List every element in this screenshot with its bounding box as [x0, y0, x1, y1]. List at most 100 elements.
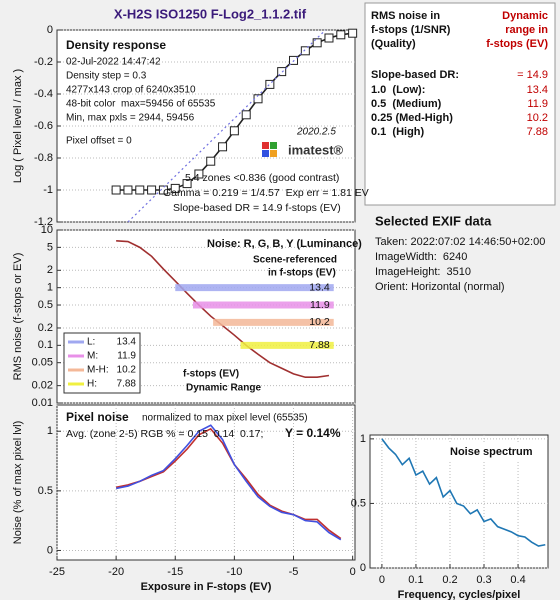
data-point [229, 126, 239, 136]
table-cell: 0.1 (High) [371, 126, 425, 138]
dr-table-box [364, 2, 556, 206]
info-line: Pixel offset = 0 [66, 136, 132, 147]
table-header: RMS noise in [371, 10, 440, 22]
info-line: 02-Jul-2022 14:47:42 [66, 57, 161, 68]
exif-line: ImageHeight: 3510 [375, 266, 471, 278]
table-header: (Quality) [371, 38, 416, 50]
table-cell: 0.5 (Medium) [371, 98, 442, 110]
info-line: Min, max pxls = 2944, 59456 [66, 113, 195, 124]
x-tick-label: -10 [226, 566, 242, 578]
version: 2020.2.5 [296, 127, 336, 138]
panel-title: Density response [66, 38, 166, 52]
data-point [265, 79, 275, 89]
plot-area [56, 404, 356, 561]
subtitle: normalized to max pixel level (65535) [142, 413, 308, 424]
legend-value: 7.88 [117, 379, 137, 390]
note: Scene-referenced [253, 255, 337, 266]
y-axis-label: Log ( Pixel level / max ) [12, 69, 24, 183]
logo-square [270, 142, 277, 149]
x-tick-label: 0 [350, 566, 356, 578]
x-tick-label: 0.1 [408, 574, 423, 586]
y-tick-label: 1 [47, 282, 53, 294]
data-point [300, 46, 310, 56]
data-point [324, 33, 334, 43]
dr-bar-label: 13.4 [309, 281, 330, 293]
y-tick-label: 0.5 [38, 485, 53, 497]
panel-title: Noise spectrum [450, 446, 533, 458]
table-header: Dynamic [502, 10, 548, 22]
x-tick-label: 0 [379, 574, 385, 586]
data-point [158, 185, 168, 195]
data-point [277, 67, 287, 77]
exif-title: Selected EXIF data [375, 213, 492, 228]
x-tick-label: -15 [167, 566, 183, 578]
data-point [182, 179, 192, 189]
note: Y = 0.14% [285, 426, 341, 440]
x-tick-label: 0.4 [510, 574, 525, 586]
note: Slope-based DR = 14.9 f-stops (EV) [173, 202, 341, 214]
info-line: Density step = 0.3 [66, 71, 147, 82]
data-point [218, 142, 228, 152]
dr-caption: Dynamic Range [186, 383, 261, 394]
info-line: 4277x143 crop of 6240x3510 [66, 85, 196, 96]
table-header: f-stops (EV) [486, 38, 548, 50]
legend-value: 11.9 [117, 351, 136, 362]
y-tick-label: 0 [47, 24, 53, 36]
legend-value: 13.4 [117, 337, 137, 348]
panel-title: Pixel noise [66, 410, 129, 424]
data-point [170, 183, 180, 193]
logo: imatest® [288, 142, 344, 157]
y-tick-label: 1 [360, 433, 366, 445]
y-tick-label: -1 [43, 184, 53, 196]
logo-square [262, 150, 269, 157]
legend-name: L: [87, 337, 95, 348]
y-tick-label: 0 [47, 544, 53, 556]
y-axis-label: Noise (% of max pixel lvl) [12, 421, 24, 544]
y-tick-label: 0.05 [32, 357, 53, 369]
series-line [127, 29, 326, 223]
y-tick-label: 0.02 [32, 380, 53, 392]
x-tick-label: 0.2 [442, 574, 457, 586]
y-tick-label: 2 [47, 264, 53, 276]
exif-line: Taken: 2022:07:02 14:46:50+02:00 [375, 236, 545, 248]
note: 5.4 zones <0.836 (good contrast) [185, 172, 339, 184]
data-point [241, 110, 251, 120]
exif-line: Orient: Horizontal (normal) [375, 281, 505, 293]
series-line [115, 424, 342, 541]
y-tick-label: 5 [47, 241, 53, 253]
y-tick-label: 0.2 [38, 322, 53, 334]
dr-bar-label: 7.88 [309, 339, 330, 351]
table-cell: Slope-based DR: [371, 69, 459, 81]
y-tick-label: 0.1 [38, 339, 53, 351]
x-axis-label: Frequency, cycles/pixel [398, 589, 521, 600]
table-cell: 0.25 (Med-High) [371, 112, 453, 124]
x-tick-label: -20 [108, 566, 124, 578]
series-line [381, 438, 546, 547]
y-tick-label: 0.5 [38, 299, 53, 311]
legend-name: M: [87, 351, 98, 362]
plot-area [56, 29, 356, 223]
table-cell: 13.4 [527, 84, 548, 96]
y-tick-label: -0.4 [34, 88, 53, 100]
x-axis-label: Exposure in F-stops (EV) [141, 581, 272, 593]
y-axis-label: RMS noise (f-stops or EV) [12, 253, 24, 381]
info-line: 48-bit color max=59456 of 65535 [66, 99, 216, 110]
table-cell: 1.0 (Low): [371, 84, 425, 96]
data-point [206, 156, 216, 166]
table-header: f-stops (1/SNR) [371, 24, 451, 36]
y-tick-label: -0.2 [34, 56, 53, 68]
table-cell: = 14.9 [517, 69, 548, 81]
y-tick-label: 0 [360, 562, 366, 574]
data-point [147, 185, 157, 195]
table-cell: 11.9 [527, 98, 548, 110]
y-tick-label: -1.2 [34, 216, 53, 228]
data-point [336, 30, 346, 40]
legend-name: H: [87, 379, 97, 390]
note: Gamma = 0.219 = 1/4.57 Exp err = 1.81 EV [163, 187, 369, 199]
y-tick-label: 1 [47, 425, 53, 437]
legend-value: 10.2 [117, 365, 137, 376]
logo-square [270, 150, 277, 157]
x-tick-label: -5 [289, 566, 299, 578]
note: Avg. (zone 2-5) RGB % = 0.15 0.14 0.17; [66, 428, 263, 440]
